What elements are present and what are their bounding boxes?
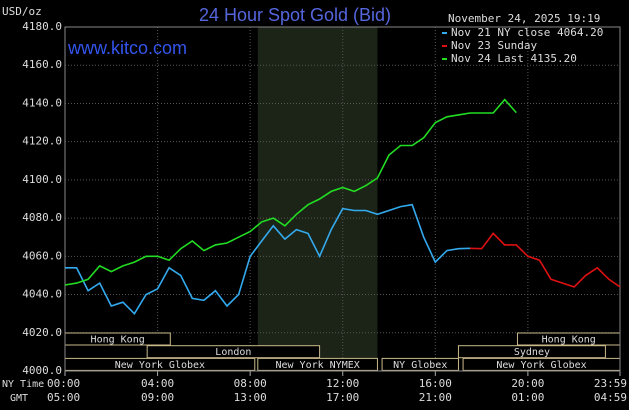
session-label: Sydney xyxy=(514,347,550,358)
y-tick-label: 4080.0 xyxy=(22,211,62,224)
session-label: NY Globex xyxy=(393,360,447,371)
legend-label: Nov 23 Sunday xyxy=(451,39,537,52)
y-tick-label: 4100.0 xyxy=(22,173,62,186)
x-tick-label: 23:59 xyxy=(594,377,627,390)
y-tick-label: 4140.0 xyxy=(22,96,62,109)
session-label: New York Globex xyxy=(115,360,205,371)
legend-swatch xyxy=(442,32,447,34)
x-row-label: GMT xyxy=(10,393,28,404)
y-tick-label: 4040.0 xyxy=(22,288,62,301)
series-line xyxy=(65,203,471,315)
session-band xyxy=(257,27,378,371)
y-axis-title: USD/oz xyxy=(2,5,42,18)
legend-label: Nov 21 NY close 4064.20 xyxy=(451,26,603,39)
series-line xyxy=(64,98,517,286)
series-line xyxy=(469,232,621,288)
x-tick-label: 04:00 xyxy=(141,377,174,390)
session-label: Hong Kong xyxy=(91,335,145,346)
legend-label: Nov 24 Last 4135.20 xyxy=(451,52,577,65)
x-tick-label: 12:00 xyxy=(326,377,359,390)
x-row-label: NY Time xyxy=(2,379,44,390)
chart-title: 24 Hour Spot Gold (Bid) xyxy=(199,5,391,25)
session-label: New York Globex xyxy=(496,360,586,371)
gmt-label: 13:00 xyxy=(234,391,267,404)
timestamp: November 24, 2025 19:19 xyxy=(448,12,600,25)
gmt-label: 09:00 xyxy=(141,391,174,404)
gmt-label: 17:00 xyxy=(326,391,359,404)
session-label: Hong Kong xyxy=(542,335,596,346)
session-box xyxy=(146,345,321,359)
session-box xyxy=(381,357,459,371)
source: www.kitco.com xyxy=(67,38,187,58)
legend-swatch xyxy=(442,45,447,47)
y-tick-label: 4160.0 xyxy=(22,58,62,71)
x-tick-label: 08:00 xyxy=(234,377,267,390)
gmt-label: 01:00 xyxy=(511,391,544,404)
session-box xyxy=(457,345,606,359)
gmt-label: 21:00 xyxy=(419,391,452,404)
x-tick-label: 20:00 xyxy=(511,377,544,390)
x-tick-label: 00:00 xyxy=(47,377,80,390)
y-tick-label: 4020.0 xyxy=(22,326,62,339)
session-label: London xyxy=(215,347,251,358)
y-tick-label: 4180.0 xyxy=(22,20,62,33)
gmt-label: 05:00 xyxy=(47,391,80,404)
session-box xyxy=(257,357,378,371)
y-tick-label: 4000.0 xyxy=(22,364,62,377)
gmt-label: 04:59 xyxy=(594,391,627,404)
legend-swatch xyxy=(442,58,447,60)
x-tick-label: 16:00 xyxy=(419,377,452,390)
y-tick-label: 4120.0 xyxy=(22,135,62,148)
plot-frame xyxy=(64,26,621,372)
y-tick-label: 4060.0 xyxy=(22,249,62,262)
session-label: New York NYMEX xyxy=(275,360,359,371)
